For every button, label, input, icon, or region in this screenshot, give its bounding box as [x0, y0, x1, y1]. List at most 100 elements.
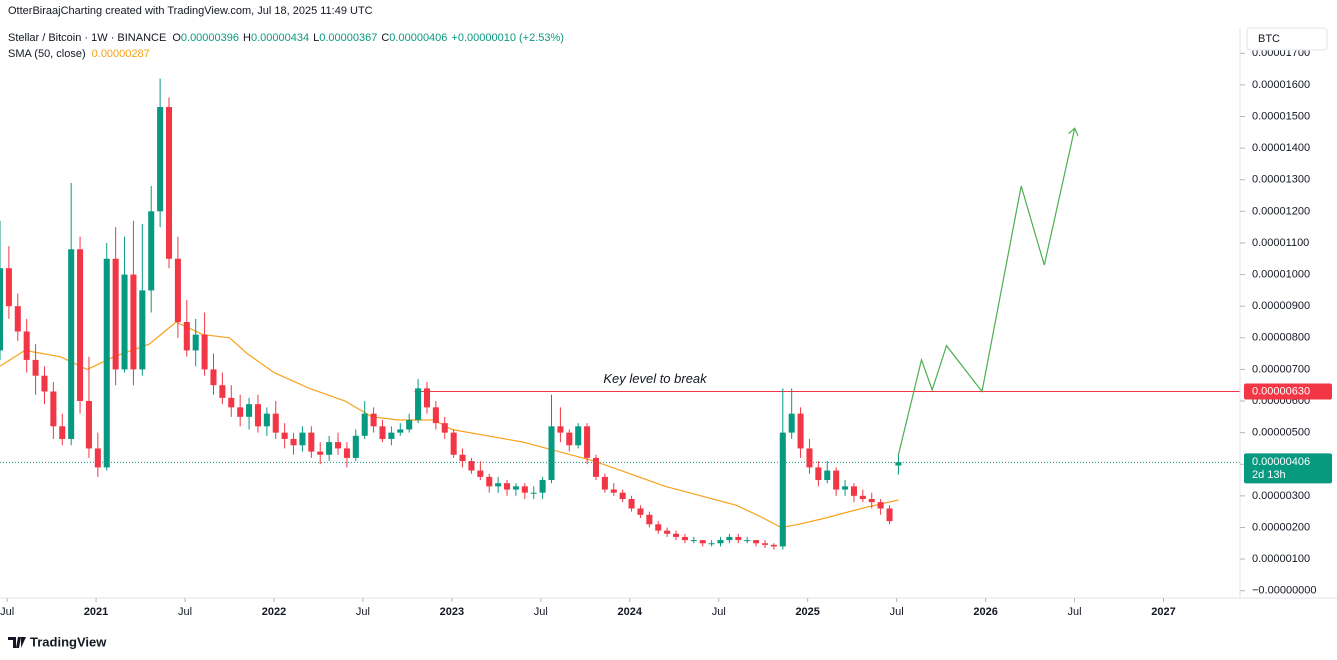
y-tick-label: 0.00001600 [1252, 79, 1310, 91]
candle-body [139, 290, 146, 370]
candle-body [797, 413, 804, 449]
candle-body [379, 426, 386, 439]
ohlc-value: 0.00000434 [251, 32, 309, 44]
candle-body [174, 258, 181, 322]
candle-body [673, 533, 680, 537]
candle-body [343, 448, 350, 458]
candle-body [744, 540, 751, 542]
candle-body [806, 448, 813, 468]
candle-body [254, 404, 261, 427]
axes: −0.00000000 0.00000100 0.00000200 0.0000030… [0, 47, 1332, 618]
candle-body [183, 321, 190, 351]
candle-body [726, 536, 733, 541]
candle-body [592, 457, 600, 477]
y-tick-label: 0.00000200 [1252, 521, 1310, 533]
currency[interactable]: BTC [1258, 33, 1280, 45]
candle-body [41, 375, 48, 392]
candle-body [423, 388, 430, 408]
candle-body [619, 492, 626, 500]
candle-body [610, 489, 617, 493]
x-tick-label: Jul [534, 606, 548, 618]
candle-body [859, 495, 866, 500]
y-tick-label: 0.00001300 [1252, 174, 1310, 186]
sma-legend: SMA (50, close) 0.00000287 [8, 48, 150, 60]
candle-body [575, 426, 582, 446]
candle-body [14, 306, 21, 332]
candle-body [681, 536, 688, 541]
price-tag-countdown: 2d 13h [1252, 469, 1286, 481]
candle-body [112, 258, 119, 370]
candle-body [397, 429, 404, 433]
candle-body [868, 499, 875, 503]
candle-body [0, 268, 4, 351]
x-tick-label: 2024 [618, 606, 643, 618]
candle-body [219, 385, 226, 398]
candle-body [495, 483, 502, 487]
candle-body [824, 470, 831, 481]
candle-body [290, 438, 297, 446]
candle-body [557, 426, 564, 433]
candle-body [477, 470, 484, 477]
candle-body [281, 432, 288, 439]
candle-body [877, 502, 884, 509]
candle-body [601, 476, 608, 490]
candle-body [59, 426, 66, 439]
candle-body [512, 486, 519, 490]
candle-body [441, 423, 448, 433]
candle-body [548, 426, 555, 481]
candle-body [299, 432, 306, 446]
candle-body [263, 413, 270, 427]
candle-body [228, 397, 235, 408]
y-tick-label: −0.00000000 [1252, 585, 1317, 597]
candle-body [68, 249, 75, 439]
change: +0.00000010 (+2.53%) [451, 32, 564, 44]
x-tick-label: 2021 [84, 606, 108, 618]
candle-body [690, 540, 697, 542]
candle-body [370, 413, 377, 427]
x-tick-label: Jul [178, 606, 192, 618]
y-tick-label: 0.00000700 [1252, 363, 1310, 375]
candle-body [157, 107, 164, 212]
candle-body [761, 543, 769, 545]
x-tick-label: 2022 [262, 606, 286, 618]
candle-body [646, 514, 653, 525]
candle-body [237, 407, 244, 417]
candle-body [432, 407, 439, 424]
price-axis-bg [1240, 0, 1337, 660]
x-tick-label: Jul [890, 606, 904, 618]
key-level-tag-label: 0.00000630 [1252, 385, 1310, 397]
currency-box[interactable] [1246, 27, 1328, 51]
candle-body [415, 388, 422, 420]
y-tick-label: 0.00000900 [1252, 300, 1310, 312]
x-tick-label: Jul [0, 606, 14, 618]
candle-body [121, 274, 128, 370]
candle-body [530, 492, 537, 494]
ohlc-key: L [313, 32, 319, 44]
candle-body [788, 413, 795, 433]
ohlc-key: O [172, 32, 181, 44]
candle-body [77, 249, 84, 402]
sma-name: SMA (50, close) [8, 48, 86, 60]
plot-area: Key level to break [0, 78, 1240, 550]
candle-body [584, 426, 591, 458]
candle-body [655, 524, 662, 531]
candle-body [246, 404, 253, 417]
candle-body [94, 448, 101, 468]
candle-body [361, 413, 368, 436]
y-tick-label: 0.00000800 [1252, 332, 1310, 344]
ohlc-key: H [243, 32, 251, 44]
candle-body [165, 107, 173, 259]
price-tag [1244, 453, 1332, 484]
symbol: Stellar / Bitcoin · 1W · BINANCE [8, 32, 166, 44]
x-tick-label: Jul [356, 606, 370, 618]
candle-body [779, 432, 786, 547]
symbol-legend: Stellar / Bitcoin · 1W · BINANCE O 0.00000… [8, 32, 564, 44]
candle-body [833, 470, 840, 490]
footer-logo-text: TradingView [30, 634, 107, 649]
candle-body [201, 334, 208, 370]
candle-body [5, 268, 12, 307]
candle-body [539, 480, 546, 493]
ohlc-value: 0.00000406 [389, 32, 447, 44]
